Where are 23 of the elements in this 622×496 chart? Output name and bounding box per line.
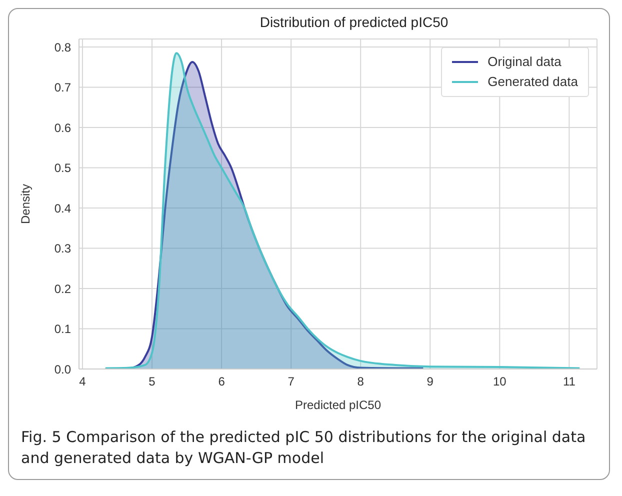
- y-tick-label: 0.2: [54, 282, 72, 296]
- y-tick-label: 0.6: [54, 120, 72, 135]
- x-tick-label: 5: [148, 374, 156, 389]
- y-tick-label: 0.7: [54, 80, 72, 95]
- y-tick-label: 0.0: [54, 362, 72, 376]
- x-tick-label: 9: [426, 374, 434, 389]
- legend-label: Original data: [488, 53, 562, 71]
- chart-title: Distribution of predicted pIC50: [260, 14, 448, 30]
- y-tick-label: 0.4: [54, 201, 72, 216]
- y-tick-label: 0.5: [54, 161, 72, 176]
- x-axis-title: Predicted pIC50: [294, 398, 382, 412]
- x-tick-label: 4: [79, 374, 86, 389]
- caption: Fig. 5 Comparison of the predicted pIC 50 distributions for the original data and generated data by WGAN-GP model: [21, 427, 587, 469]
- y-tick-label: 0.1: [54, 322, 72, 336]
- x-tick-label: 6: [218, 374, 226, 389]
- legend-label: Generated data: [488, 73, 578, 91]
- y-tick-label: 0.3: [54, 242, 72, 256]
- y-tick-label: 0.8: [54, 40, 72, 54]
- x-tick-label: 11: [562, 374, 576, 389]
- x-tick-label: 10: [492, 374, 507, 389]
- x-tick-label: 8: [357, 374, 364, 389]
- y-axis-title: Density: [18, 184, 32, 224]
- x-tick-label: 7: [288, 374, 295, 389]
